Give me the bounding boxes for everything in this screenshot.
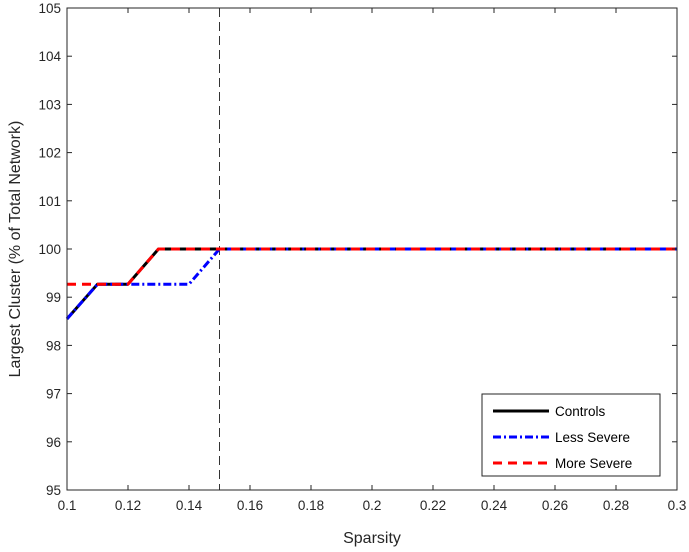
x-tick-label: 0.2	[363, 498, 382, 513]
y-tick-label: 97	[46, 387, 61, 402]
y-tick-label: 101	[38, 194, 61, 209]
y-tick-label: 96	[46, 435, 61, 450]
y-tick-label: 98	[46, 338, 61, 353]
legend-label: More Severe	[555, 456, 632, 471]
y-tick-label: 103	[38, 97, 61, 112]
x-tick-label: 0.22	[420, 498, 446, 513]
series-line-less-severe	[65, 247, 677, 320]
series-layer	[65, 247, 677, 320]
series-line-more-severe	[67, 247, 677, 286]
x-tick-label: 0.14	[176, 498, 203, 513]
x-tick-label: 0.24	[481, 498, 508, 513]
legend: Controls Less Severe More Severe	[481, 393, 661, 477]
legend-label: Controls	[555, 404, 606, 419]
legend-label: Less Severe	[555, 430, 630, 445]
y-tick-label: 99	[46, 290, 61, 305]
x-tick-label: 0.12	[115, 498, 141, 513]
y-tick-label: 102	[38, 146, 61, 161]
x-tick-label: 0.1	[58, 498, 77, 513]
tick-layer: 0.1 0.12 0.14 0.16 0.18 0.2 0.22 0.24 0.26 0.28 0.…	[38, 1, 686, 513]
y-axis-label: Largest Cluster (% of Total Network)	[7, 121, 24, 378]
x-tick-label: 0.3	[668, 498, 687, 513]
y-tick-label: 104	[38, 49, 61, 64]
x-tick-label: 0.18	[298, 498, 324, 513]
x-axis-label: Sparsity	[343, 530, 401, 547]
y-tick-label: 100	[38, 242, 61, 257]
x-tick-label: 0.28	[603, 498, 629, 513]
y-tick-label: 105	[38, 1, 61, 16]
y-tick-label: 95	[46, 483, 61, 498]
x-tick-label: 0.16	[237, 498, 263, 513]
x-tick-label: 0.26	[542, 498, 568, 513]
